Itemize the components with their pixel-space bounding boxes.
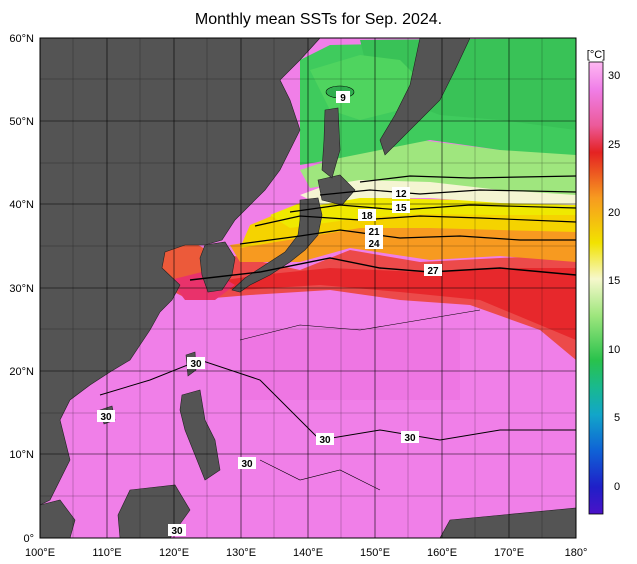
contour-label: 9 xyxy=(336,91,350,104)
lon-label: 160°E xyxy=(427,547,457,559)
lon-label: 120°E xyxy=(159,547,189,559)
colorbar-tick: 30 xyxy=(608,70,620,82)
svg-text:21: 21 xyxy=(368,227,380,238)
svg-text:30: 30 xyxy=(171,526,183,537)
lat-label: 60°N xyxy=(9,33,34,45)
lat-label: 10°N xyxy=(9,449,34,461)
lon-label: 140°E xyxy=(293,547,323,559)
svg-text:30: 30 xyxy=(241,459,253,470)
contour-label: 24 xyxy=(365,237,383,250)
svg-text:30: 30 xyxy=(319,435,331,446)
contour-label: 30 xyxy=(401,431,419,444)
map-title: Monthly mean SSTs for Sep. 2024. xyxy=(194,11,443,28)
contour-label: 30 xyxy=(97,410,115,423)
lon-label: 110°E xyxy=(92,547,121,559)
contour-label: 15 xyxy=(392,201,410,214)
contour-label: 27 xyxy=(424,264,442,277)
colorbar-ticks: 30 25 20 15 10 5 0 xyxy=(608,70,620,493)
lat-label: 50°N xyxy=(9,116,34,128)
contour-label: 18 xyxy=(358,209,376,222)
lon-label: 150°E xyxy=(360,547,390,559)
colorbar-tick: 0 xyxy=(614,481,620,493)
svg-text:9: 9 xyxy=(340,93,346,104)
lon-label: 130°E xyxy=(226,547,256,559)
colorbar-tick: 10 xyxy=(608,344,620,356)
lon-label: 100°E xyxy=(25,547,55,559)
contour-label: 30 xyxy=(238,457,256,470)
svg-text:30: 30 xyxy=(190,359,202,370)
contour-label: 21 xyxy=(365,225,383,238)
contour-label: 30 xyxy=(168,524,186,537)
contour-label: 12 xyxy=(392,187,410,200)
contour-label: 30 xyxy=(187,357,205,370)
svg-text:27: 27 xyxy=(427,266,439,277)
lat-label: 30°N xyxy=(9,283,34,295)
svg-text:15: 15 xyxy=(395,203,407,214)
colorbar-tick: 20 xyxy=(608,207,620,219)
latitude-axis: 60°N 50°N 40°N 30°N 20°N 10°N 0° xyxy=(9,33,34,545)
lat-label: 40°N xyxy=(9,199,34,211)
lon-label: 180° xyxy=(565,547,588,559)
colorbar-tick: 15 xyxy=(608,275,620,287)
svg-text:24: 24 xyxy=(368,239,380,250)
lat-label: 0° xyxy=(23,533,34,545)
longitude-axis: 100°E 110°E 120°E 130°E 140°E 150°E 160°… xyxy=(25,547,587,559)
colorbar-tick: 5 xyxy=(614,412,620,424)
minor-graticule xyxy=(40,38,576,538)
lat-label: 20°N xyxy=(9,366,34,378)
svg-text:30: 30 xyxy=(100,412,112,423)
colorbar-unit: [°C] xyxy=(587,49,605,61)
map-frame xyxy=(39,37,577,539)
colorbar-tick: 25 xyxy=(608,139,620,151)
lon-label: 170°E xyxy=(494,547,524,559)
svg-text:18: 18 xyxy=(361,211,373,222)
colorbar xyxy=(588,61,604,515)
svg-text:30: 30 xyxy=(404,433,416,444)
contour-label: 30 xyxy=(316,433,334,446)
svg-text:12: 12 xyxy=(395,189,407,200)
contour-label-layer: 9 12 15 18 21 24 27 30 30 30 30 30 30 xyxy=(97,91,442,537)
